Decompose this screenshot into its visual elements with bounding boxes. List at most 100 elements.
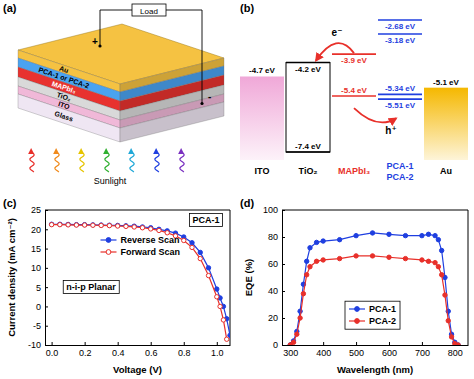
light-arrowhead	[153, 148, 159, 154]
data-point	[433, 260, 437, 264]
tick-label: 0.6	[145, 348, 158, 358]
level-label: -7.4 eV	[295, 142, 321, 151]
annotation-box	[189, 214, 222, 227]
tick-label: 80	[268, 232, 278, 242]
tick-label: 400	[316, 348, 331, 358]
tick: 20	[268, 313, 285, 323]
tick-label: 600	[382, 348, 397, 358]
tick-label: 100	[263, 205, 278, 215]
legend-label: PCA-1	[369, 304, 396, 314]
terminal	[98, 44, 101, 47]
tick: 0	[36, 302, 48, 312]
light-arrowhead	[28, 148, 34, 154]
tick: 800	[448, 342, 463, 358]
tick-label: 25	[31, 205, 41, 215]
data-point	[115, 224, 119, 228]
tick: 80	[268, 232, 285, 242]
annotation-text: n-i-p Planar	[66, 282, 116, 292]
tick: 15	[31, 244, 48, 254]
legend-label: Reverse Scan	[121, 235, 180, 245]
chart: 0.00.20.40.60.81.0-10-50510152025Voltage…	[3, 197, 232, 375]
tick: 0.2	[79, 342, 92, 358]
minus-label: -	[208, 91, 211, 102]
data-point	[321, 258, 325, 262]
light-ray	[180, 152, 184, 172]
level-label: -5.51 eV	[385, 101, 416, 110]
electron-arrow	[316, 43, 354, 60]
data-point	[190, 245, 194, 249]
data-point	[132, 225, 136, 229]
data-point	[82, 223, 86, 227]
tick-label: 0.8	[178, 348, 191, 358]
plus-label: +	[92, 36, 98, 47]
data-point	[314, 259, 318, 263]
tick: 300	[283, 342, 298, 358]
tick-mark	[45, 268, 48, 269]
light-arrowhead	[178, 148, 184, 154]
tick-mark	[52, 342, 53, 345]
level-line	[286, 151, 330, 153]
series-line	[52, 225, 227, 340]
axis-line	[282, 211, 283, 346]
tick-label: 500	[349, 348, 364, 358]
data-point	[321, 239, 325, 243]
data-point	[298, 316, 302, 320]
light-label: Sunlight	[94, 176, 127, 186]
data-point	[198, 250, 202, 254]
data-point	[370, 254, 374, 258]
data-point	[115, 223, 119, 227]
data-point	[304, 259, 308, 263]
tick-mark	[282, 264, 285, 265]
wire	[166, 10, 202, 104]
annotation-text: PCA-1	[192, 215, 219, 225]
data-point	[449, 335, 453, 339]
annotation: n-i-p Planar	[63, 281, 119, 294]
tick-mark	[389, 342, 390, 345]
data-point	[190, 241, 194, 245]
axis-line	[46, 345, 231, 346]
tick-label: 1.0	[211, 348, 224, 358]
panel-label: (d)	[240, 197, 254, 209]
light-ray	[55, 152, 59, 172]
tick-mark	[282, 237, 285, 238]
tick-label: 300	[283, 348, 298, 358]
plot-frame	[282, 210, 468, 345]
tick: 0.6	[145, 342, 158, 358]
legend-box	[345, 301, 400, 329]
data-point	[218, 304, 222, 308]
tick-label: 40	[268, 286, 278, 296]
tick: 500	[349, 342, 364, 358]
tick-label: 0	[36, 302, 41, 312]
band-box	[286, 63, 330, 152]
tick-mark	[85, 342, 86, 345]
tick: -5	[33, 321, 48, 331]
data-point	[387, 255, 391, 259]
tick: 20	[31, 225, 48, 235]
load-label: Load	[140, 7, 158, 16]
tick-mark	[356, 342, 357, 345]
data-point	[403, 233, 407, 237]
data-point	[206, 273, 210, 277]
data-point	[433, 233, 437, 237]
tick-label: -5	[33, 321, 41, 331]
material-name: Au	[440, 166, 452, 176]
data-point	[66, 223, 70, 227]
data-point	[439, 273, 443, 277]
load-box	[132, 4, 166, 16]
plot-area	[288, 231, 460, 345]
tick: 0	[273, 340, 285, 350]
series-line	[52, 224, 230, 335]
level-label: -4.7 eV	[249, 66, 275, 75]
tick-mark	[422, 342, 423, 345]
level-line	[378, 94, 422, 96]
legend-marker	[106, 250, 111, 255]
x-axis: 0.00.20.40.60.81.0	[46, 342, 231, 358]
tick-label: 700	[415, 348, 430, 358]
x-axis: 300 400 500 600 700 800	[283, 342, 469, 358]
data-point	[354, 233, 358, 237]
data-point	[436, 238, 440, 242]
axis-line	[45, 211, 46, 346]
light-ray	[80, 152, 84, 172]
data-point	[291, 340, 295, 344]
band-fill	[424, 88, 468, 160]
